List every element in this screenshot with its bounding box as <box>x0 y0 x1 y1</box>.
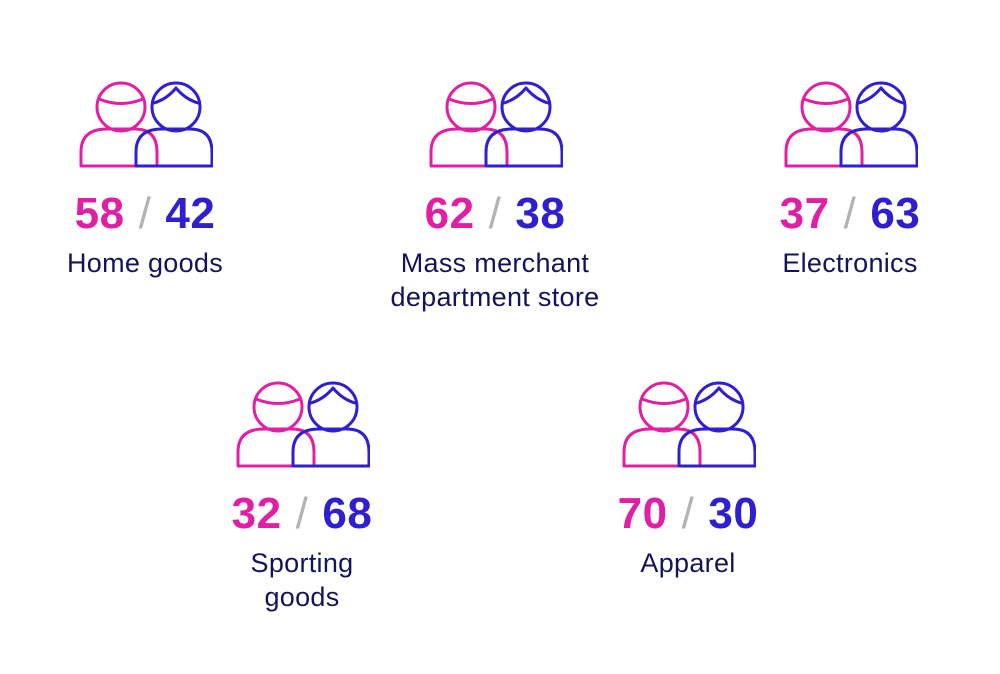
category-label: Electronics <box>690 246 1000 280</box>
ratio: 32 / 68 <box>142 488 462 540</box>
male-share: 63 <box>870 189 921 238</box>
category-label-line: Sporting <box>250 548 354 578</box>
category-label-line: Mass merchant <box>400 248 590 278</box>
two-people-icon <box>236 381 370 468</box>
ratio: 37 / 63 <box>690 188 1000 240</box>
category-label-line: goods <box>264 582 340 612</box>
category-label: Apparel <box>528 546 848 580</box>
male-share: 68 <box>322 489 373 538</box>
ratio-separator: / <box>295 489 309 538</box>
category-label: Mass merchant department store <box>335 246 655 314</box>
category-label-line: Electronics <box>782 248 918 278</box>
ratio: 62 / 38 <box>335 188 655 240</box>
two-people-icon <box>79 81 213 168</box>
female-share: 58 <box>74 189 125 238</box>
male-share: 30 <box>708 489 759 538</box>
female-share: 70 <box>617 489 668 538</box>
category-label-line: department store <box>390 282 600 312</box>
male-share: 42 <box>165 189 216 238</box>
ratio-separator: / <box>681 489 695 538</box>
category-label-line: Apparel <box>640 548 736 578</box>
category-label: Home goods <box>0 246 305 280</box>
male-share: 38 <box>515 189 566 238</box>
category-card-electronics: 37 / 63 Electronics <box>690 78 1000 280</box>
ratio-separator: / <box>488 189 502 238</box>
two-people-icon <box>622 381 756 468</box>
category-label-line: Home goods <box>66 248 224 278</box>
female-share: 62 <box>424 189 475 238</box>
two-people-icon <box>784 81 918 168</box>
category-card-apparel: 70 / 30 Apparel <box>528 378 848 580</box>
ratio-separator: / <box>138 189 152 238</box>
ratio-separator: / <box>843 189 857 238</box>
ratio: 70 / 30 <box>528 488 848 540</box>
category-card-mass-merchant: 62 / 38 Mass merchant department store <box>335 78 655 314</box>
female-share: 37 <box>779 189 830 238</box>
category-label: Sporting goods <box>142 546 462 614</box>
two-people-icon <box>429 81 563 168</box>
female-share: 32 <box>231 489 282 538</box>
ratio: 58 / 42 <box>0 188 305 240</box>
category-card-sporting-goods: 32 / 68 Sporting goods <box>142 378 462 614</box>
category-card-home-goods: 58 / 42 Home goods <box>0 78 305 280</box>
